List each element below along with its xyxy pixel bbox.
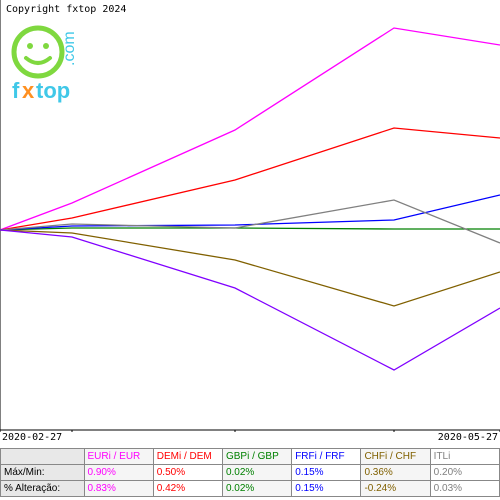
maxmin-cell: 0.15% [292, 465, 361, 481]
line-chart [0, 0, 500, 432]
pair-header: GBPi / GBP [222, 449, 291, 465]
x-label-start: 2020-02-27 [2, 432, 62, 443]
data-table: EURi / EURDEMi / DEMGBPi / GBPFRFi / FRF… [0, 448, 500, 497]
pair-header: ITLi [430, 449, 499, 465]
pct-cell: 0.03% [430, 481, 499, 497]
pct-cell: 0.15% [292, 481, 361, 497]
row-label-maxmin: Máx/Min: [1, 465, 85, 481]
maxmin-cell: 0.90% [84, 465, 153, 481]
maxmin-cell: 0.20% [430, 465, 499, 481]
pct-cell: 0.02% [222, 481, 291, 497]
pct-cell: -0.24% [361, 481, 430, 497]
pair-header: CHFi / CHF [361, 449, 430, 465]
row-label-pct: % Alteração: [1, 481, 85, 497]
maxmin-cell: 0.36% [361, 465, 430, 481]
x-axis-labels: 2020-02-27 2020-05-27 [0, 432, 500, 446]
table-corner [1, 449, 85, 465]
maxmin-cell: 0.50% [153, 465, 222, 481]
pair-header: FRFi / FRF [292, 449, 361, 465]
maxmin-cell: 0.02% [222, 465, 291, 481]
x-label-end: 2020-05-27 [438, 432, 498, 443]
pair-header: EURi / EUR [84, 449, 153, 465]
pair-header: DEMi / DEM [153, 449, 222, 465]
pct-cell: 0.42% [153, 481, 222, 497]
pct-cell: 0.83% [84, 481, 153, 497]
